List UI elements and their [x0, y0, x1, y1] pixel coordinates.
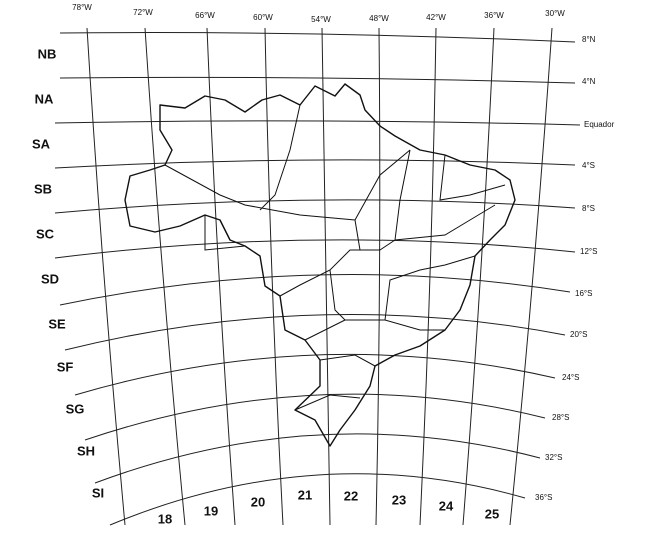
zone-number: 24	[439, 498, 454, 513]
brazil	[124, 83, 516, 447]
zone-row-label: SD	[41, 271, 59, 286]
latitude-label: 24°S	[562, 373, 579, 382]
zone-row-label: NB	[38, 46, 57, 61]
latitude-label: 4°N	[582, 77, 596, 86]
latitude-label: 12°S	[580, 247, 597, 256]
meridian	[509, 27, 553, 526]
zone-row-label: SA	[32, 136, 51, 151]
meridian	[462, 27, 495, 526]
latitude-label: 32°S	[545, 453, 562, 462]
parallel	[64, 313, 566, 351]
zone-number: 21	[298, 487, 312, 502]
zone-number: 19	[204, 503, 218, 518]
parallel	[94, 433, 541, 484]
parallel	[109, 473, 526, 526]
parallel	[54, 199, 576, 214]
zone-row-label: SG	[66, 401, 85, 416]
latitude-label: 36°S	[535, 493, 552, 502]
zone-row-label: NA	[35, 91, 54, 106]
zone-number: 18	[158, 511, 172, 526]
parallel	[74, 353, 556, 396]
latitude-label: 8°S	[582, 204, 595, 213]
parallel	[59, 274, 571, 306]
longitude-label: 60°W	[253, 13, 273, 22]
latitude-label: Equador	[584, 120, 615, 129]
parallel	[54, 159, 576, 169]
zone-row-label: SE	[48, 316, 66, 331]
zone-number: 23	[392, 492, 406, 507]
longitude-label: 54°W	[311, 15, 331, 24]
state-border	[164, 104, 506, 411]
longitude-label: 42°W	[426, 13, 446, 22]
meridian	[375, 27, 381, 526]
zone-row-label: SF	[57, 359, 74, 374]
brazil-outline	[124, 83, 516, 447]
parallel	[84, 393, 546, 441]
meridian	[144, 27, 186, 526]
zone-number: 22	[344, 488, 358, 503]
latitude-label: 16°S	[575, 289, 592, 298]
longitude-label: 72°W	[133, 8, 153, 17]
meridian	[419, 27, 437, 526]
zone-number: 25	[485, 506, 499, 521]
parallel	[54, 120, 581, 126]
meridian	[264, 27, 284, 526]
meridian	[321, 27, 331, 526]
parallel	[59, 76, 576, 84]
longitude-label: 66°W	[195, 11, 215, 20]
zone-row-label: SC	[36, 226, 55, 241]
latitude-label: 8°N	[582, 35, 596, 44]
latitude-label: 4°S	[582, 161, 595, 170]
longitude-label: 36°W	[484, 11, 504, 20]
parallel	[59, 32, 576, 43]
longitude-label: 30°W	[545, 9, 565, 18]
longitude-label: 78°W	[72, 3, 92, 12]
meridian	[206, 27, 236, 526]
zone-row-label: SB	[34, 181, 52, 196]
latitude-label: 20°S	[570, 330, 587, 339]
latitude-label: 28°S	[552, 413, 569, 422]
meridian	[86, 27, 126, 526]
zone-number: 20	[251, 494, 265, 509]
longitude-label: 48°W	[369, 14, 389, 23]
zone-row-label: SH	[77, 443, 95, 458]
parallel	[54, 239, 576, 259]
zone-row-label: SI	[92, 485, 104, 500]
labels: 78°W 72°W 66°W 60°W 54°W 48°W 42°W 36°W 30°W 8°N 4…	[32, 3, 615, 526]
